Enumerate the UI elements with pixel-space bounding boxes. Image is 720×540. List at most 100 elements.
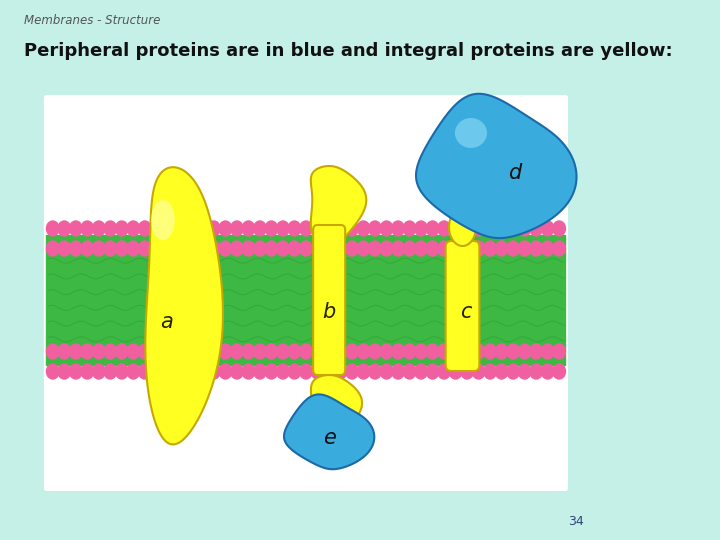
Circle shape (92, 344, 105, 359)
Circle shape (196, 364, 209, 379)
Circle shape (334, 241, 347, 256)
Circle shape (541, 364, 554, 379)
Circle shape (104, 221, 117, 236)
Circle shape (334, 221, 347, 236)
Circle shape (161, 364, 174, 379)
Circle shape (150, 221, 163, 236)
Circle shape (392, 344, 405, 359)
Circle shape (553, 344, 565, 359)
Circle shape (288, 241, 301, 256)
Circle shape (334, 344, 347, 359)
Circle shape (104, 241, 117, 256)
Text: 34: 34 (568, 515, 584, 528)
Circle shape (495, 344, 508, 359)
Circle shape (184, 344, 197, 359)
Circle shape (150, 344, 163, 359)
Circle shape (207, 364, 220, 379)
Circle shape (58, 221, 71, 236)
Circle shape (81, 364, 94, 379)
Circle shape (449, 364, 462, 379)
Circle shape (415, 344, 428, 359)
Circle shape (184, 221, 197, 236)
Circle shape (230, 241, 243, 256)
Circle shape (484, 221, 496, 236)
Circle shape (184, 241, 197, 256)
Circle shape (58, 364, 71, 379)
Circle shape (81, 344, 94, 359)
Circle shape (150, 364, 163, 379)
Circle shape (69, 221, 82, 236)
Circle shape (173, 344, 186, 359)
Circle shape (196, 241, 209, 256)
Circle shape (300, 344, 312, 359)
Circle shape (115, 364, 128, 379)
Circle shape (495, 241, 508, 256)
Circle shape (438, 344, 451, 359)
Circle shape (403, 364, 416, 379)
Circle shape (518, 241, 531, 256)
Circle shape (472, 241, 485, 256)
Circle shape (461, 241, 474, 256)
Circle shape (380, 344, 393, 359)
Circle shape (553, 364, 565, 379)
Circle shape (46, 221, 59, 236)
Text: b: b (323, 302, 336, 322)
Circle shape (207, 241, 220, 256)
Circle shape (403, 241, 416, 256)
Circle shape (69, 241, 82, 256)
Circle shape (507, 221, 519, 236)
Circle shape (530, 241, 542, 256)
Circle shape (207, 344, 220, 359)
Circle shape (357, 364, 370, 379)
Circle shape (276, 241, 289, 256)
Text: Peripheral proteins are in blue and integral proteins are yellow:: Peripheral proteins are in blue and inte… (24, 42, 672, 60)
Circle shape (438, 221, 451, 236)
Circle shape (127, 241, 140, 256)
Circle shape (242, 241, 255, 256)
Circle shape (311, 364, 324, 379)
Circle shape (276, 344, 289, 359)
Circle shape (472, 364, 485, 379)
Text: d: d (508, 163, 521, 183)
Circle shape (230, 364, 243, 379)
Ellipse shape (151, 200, 175, 240)
Circle shape (58, 344, 71, 359)
Circle shape (518, 221, 531, 236)
Circle shape (265, 221, 278, 236)
Circle shape (484, 344, 496, 359)
Circle shape (288, 364, 301, 379)
Text: Membranes - Structure: Membranes - Structure (24, 14, 160, 27)
Bar (46, 235, 565, 365)
Circle shape (242, 221, 255, 236)
Circle shape (230, 221, 243, 236)
Circle shape (127, 364, 140, 379)
Circle shape (392, 221, 405, 236)
PathPatch shape (311, 166, 366, 246)
Circle shape (92, 241, 105, 256)
Circle shape (438, 364, 451, 379)
Circle shape (253, 364, 266, 379)
Circle shape (46, 344, 59, 359)
Circle shape (173, 221, 186, 236)
Circle shape (518, 344, 531, 359)
Circle shape (81, 221, 94, 236)
Circle shape (553, 221, 565, 236)
Circle shape (392, 364, 405, 379)
Circle shape (104, 364, 117, 379)
Circle shape (115, 241, 128, 256)
Circle shape (530, 344, 542, 359)
Circle shape (69, 344, 82, 359)
Circle shape (530, 364, 542, 379)
Circle shape (265, 344, 278, 359)
Circle shape (173, 241, 186, 256)
Text: e: e (323, 428, 336, 448)
Circle shape (323, 344, 336, 359)
Circle shape (311, 221, 324, 236)
Circle shape (207, 221, 220, 236)
Circle shape (184, 364, 197, 379)
Circle shape (323, 241, 336, 256)
Circle shape (288, 344, 301, 359)
Circle shape (219, 364, 232, 379)
Circle shape (369, 221, 382, 236)
FancyBboxPatch shape (44, 95, 568, 491)
